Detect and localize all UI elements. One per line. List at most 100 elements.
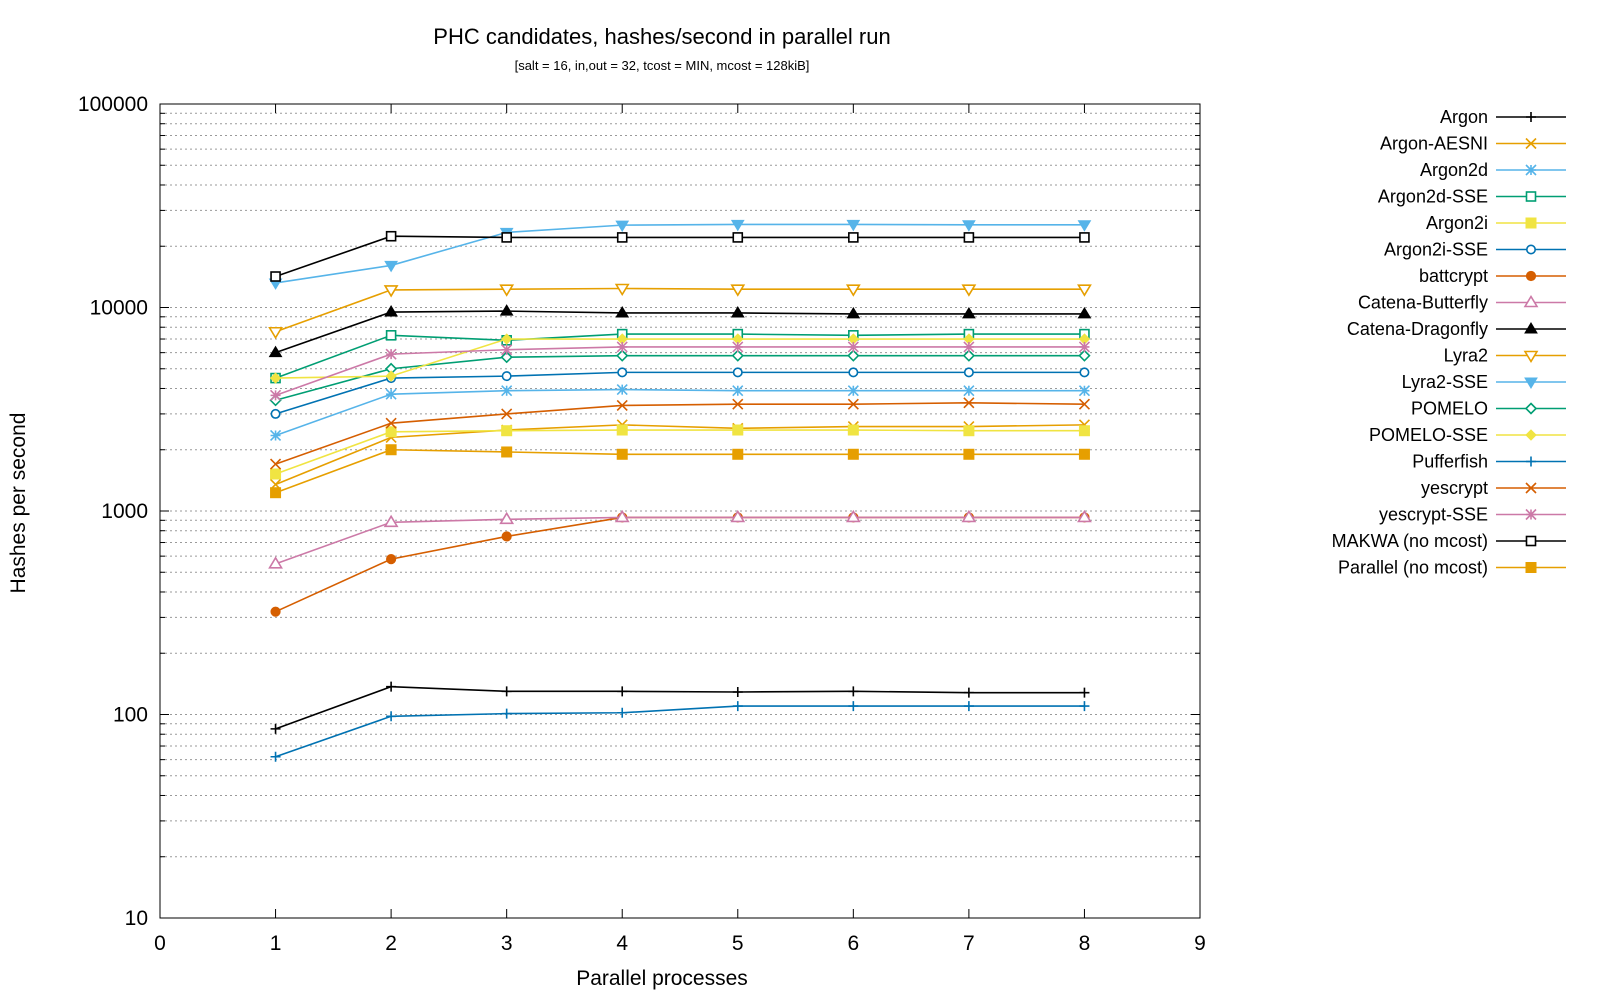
series-yescrypt-sse [269,341,1091,401]
point-marker [963,687,974,698]
legend-label: yescrypt [1421,478,1488,498]
series-line [275,333,1085,379]
legend-item: Argon2d-SSE [1378,187,1566,207]
point-marker [385,330,397,341]
point-marker [732,341,744,353]
point-marker [501,232,512,243]
legend: Argon Argon-AESNI Argon2d Argon2d-SSE Argon2… [1332,107,1566,578]
grid-lines [160,112,1200,858]
point-marker [1525,535,1537,547]
point-marker [501,531,512,542]
point-marker [1079,687,1090,698]
point-marker [270,408,281,419]
point-marker [732,701,743,712]
series-line [275,371,1085,415]
legend-item: Argon-AESNI [1380,134,1566,154]
point-marker [384,305,398,317]
point-marker [268,326,283,340]
point-marker [615,305,630,318]
point-marker [1079,701,1090,712]
point-marker [847,341,859,353]
point-marker [962,306,976,319]
series-line [275,448,1085,494]
point-marker [963,448,975,460]
point-marker [1078,349,1091,362]
y-tick-label: 100 [113,704,148,727]
series-line [275,705,1085,758]
point-marker [731,349,744,362]
point-marker [615,220,630,233]
point-marker [500,333,513,345]
x-tick-label: 4 [616,932,628,955]
point-marker [730,284,746,297]
legend-item: battcrypt [1419,266,1566,286]
point-marker [848,686,859,697]
point-marker [961,284,977,297]
point-marker [1525,562,1537,573]
legend-label: battcrypt [1419,266,1488,286]
point-marker [501,408,513,420]
point-marker [847,424,859,436]
point-marker [1079,232,1090,243]
series-pomelo [269,349,1091,407]
point-marker [270,606,281,617]
point-marker [1079,367,1090,378]
point-marker [1077,284,1092,297]
point-marker [962,349,976,362]
point-marker [848,367,859,378]
point-marker [383,285,399,298]
point-marker [385,230,397,242]
point-marker [1525,429,1537,441]
legend-item: Argon2i-SSE [1384,240,1566,260]
point-marker [270,487,282,499]
point-marker [383,514,399,528]
point-marker [1526,456,1536,467]
point-marker [269,429,282,442]
point-marker [1525,164,1537,176]
point-marker [732,398,744,410]
point-marker [963,385,975,397]
point-marker [846,306,861,319]
point-marker [732,367,743,378]
point-marker [963,397,975,409]
point-marker [846,219,861,232]
legend-label: Argon2i-SSE [1384,240,1488,260]
point-marker [847,398,859,410]
point-marker [614,509,630,523]
point-marker [1078,398,1091,410]
point-marker [1078,448,1090,460]
x-tick-label: 8 [1079,932,1091,955]
data-series [268,219,1092,762]
series-line [275,346,1085,397]
point-marker [1524,322,1538,334]
x-tick-label: 7 [963,932,975,955]
series-line [275,402,1085,465]
point-marker [845,284,861,297]
series-line [275,223,1085,284]
legend-label: Lyra2-SSE [1402,372,1488,392]
legend-item: Catena-Butterfly [1358,293,1566,313]
point-marker [499,304,514,316]
legend-item: Argon2i [1426,213,1566,233]
legend-label: Catena-Butterfly [1358,293,1488,313]
point-marker [386,554,397,565]
point-marker [270,723,281,734]
series-makwa-no-mcost [270,230,1090,282]
point-marker [385,370,397,382]
legend-label: Argon2d [1420,160,1488,180]
x-tick-label: 0 [154,932,166,955]
legend-label: Argon2i [1426,213,1488,233]
point-marker [616,349,629,362]
series-parallel-no-mcost [270,444,1090,499]
point-marker [616,341,628,353]
point-marker [499,511,515,525]
point-marker [616,424,628,436]
legend-item: MAKWA (no mcost) [1332,531,1566,551]
series-argon2d [269,384,1091,442]
series-line [275,338,1085,379]
legend-label: Argon-AESNI [1380,134,1488,154]
point-marker [1525,191,1537,202]
point-marker [269,372,282,384]
legend-label: Catena-Dragonfly [1347,319,1488,339]
point-marker [501,371,512,382]
